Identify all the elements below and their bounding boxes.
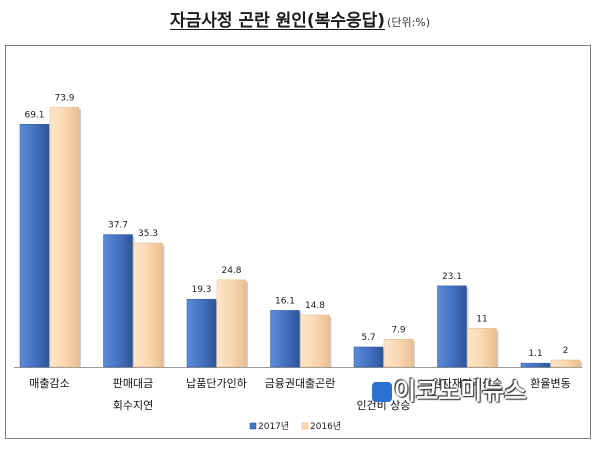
bar-2016년-5 — [467, 328, 497, 368]
bar-2016년-1 — [133, 242, 163, 368]
category-label: 금융권대출곤란 — [265, 377, 336, 390]
category-label: 회수지연 — [113, 399, 153, 412]
value-label: 37.7 — [108, 221, 128, 231]
legend-swatch — [301, 422, 309, 430]
bar-2017년-3 — [270, 310, 300, 368]
category-label: 납품단가인하 — [186, 376, 247, 390]
value-label: 24.8 — [221, 266, 241, 276]
unit-label: (단위:%) — [387, 16, 431, 29]
legend-label: 2017년 — [258, 421, 289, 432]
legend-swatch — [249, 422, 257, 430]
bar-2017년-0 — [19, 124, 50, 368]
bar-2017년-2 — [186, 298, 217, 368]
bar-2016년-2 — [216, 279, 247, 368]
chart-title: 자금사정 곤란 원인(복수응답) — [169, 11, 386, 31]
value-label: 16.1 — [275, 296, 295, 306]
bar-2017년-5 — [437, 285, 467, 368]
watermark: 이코노미뉴스 — [372, 371, 526, 406]
value-label: 1.1 — [528, 349, 542, 359]
value-label: 7.9 — [391, 325, 406, 335]
value-label: 5.7 — [361, 333, 375, 343]
bar-2016년-3 — [300, 314, 330, 368]
bar-2017년-1 — [103, 234, 133, 368]
value-label: 69.1 — [24, 110, 44, 120]
value-label: 11 — [476, 314, 487, 324]
value-label: 2 — [563, 346, 569, 356]
category-label: 원자재가격상승 — [432, 377, 503, 390]
value-label: 35.3 — [138, 229, 158, 239]
value-label: 73.9 — [54, 93, 74, 103]
bar-2017년-6 — [520, 362, 551, 368]
watermark-badge-icon — [372, 382, 392, 402]
category-label: 판매대금 — [113, 377, 153, 390]
category-label: 인건비 상승 — [356, 399, 410, 412]
legend-label: 2016년 — [310, 421, 341, 432]
bar-2016년-0 — [49, 107, 80, 368]
value-label: 23.1 — [442, 272, 462, 282]
bar-2016년-4 — [383, 339, 414, 368]
watermark-text: 이코노미뉴스 — [394, 377, 527, 405]
title-area: 자금사정 곤란 원인(복수응답) (단위:%) — [0, 6, 600, 31]
value-label: 19.3 — [191, 285, 211, 295]
value-label: 14.8 — [305, 301, 325, 311]
category-label: 환율변동 — [530, 377, 570, 390]
bar-2016년-6 — [550, 359, 581, 368]
bar-2017년-4 — [353, 346, 384, 368]
category-label: 매출감소 — [29, 377, 69, 390]
